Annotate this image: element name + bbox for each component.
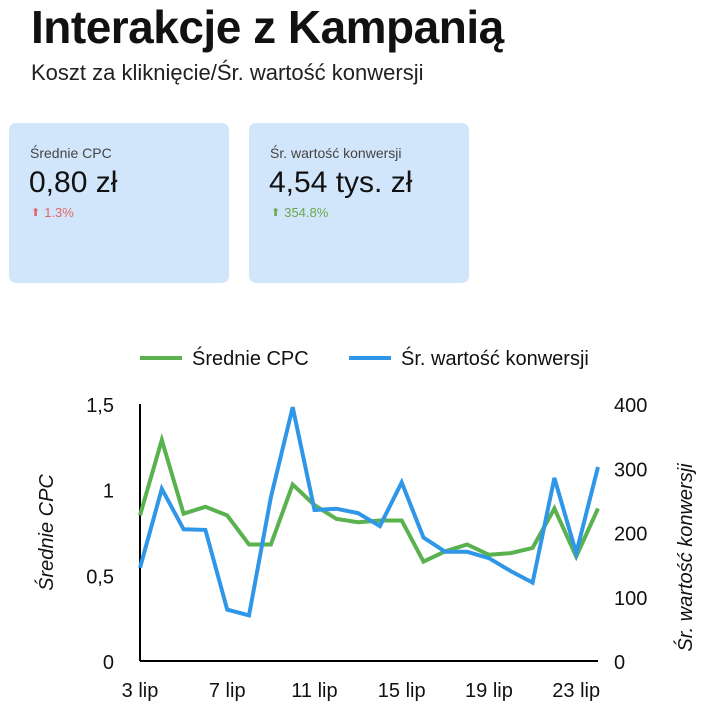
delta-value: 1.3% (44, 205, 74, 220)
delta-value: 354.8% (284, 205, 329, 220)
left-tick-label: 1,5 (86, 395, 114, 417)
series-line-conversion (138, 406, 600, 618)
legend-label-conversion: Śr. wartość konwersji (401, 346, 589, 370)
scorecard-delta: ⬆ 354.8% (271, 205, 328, 220)
page-title: Interakcje z Kampanią (31, 1, 504, 53)
x-tick-label: 3 lip (122, 680, 159, 702)
page-subtitle: Koszt za kliknięcie/Śr. wartość konwersj… (31, 60, 424, 85)
scorecard-cpc[interactable]: Średnie CPC 0,80 zł ⬆ 1.3% (9, 123, 229, 283)
right-tick-label: 200 (614, 524, 647, 546)
x-tick-label: 15 lip (378, 680, 426, 702)
x-tick-label: 11 lip (291, 680, 337, 702)
scorecard-conversion-value[interactable]: Śr. wartość konwersji 4,54 tys. zł ⬆ 354… (249, 123, 469, 283)
scorecard-value: 0,80 zł (29, 166, 118, 199)
right-tick-label: 0 (614, 652, 625, 674)
scorecard-value: 4,54 tys. zł (269, 166, 413, 199)
right-tick-label: 400 (614, 395, 647, 417)
line-chart[interactable]: 0 0,5 1 1,5 0 100 200 300 400 3 lip 7 lip 11 lip 15 … (0, 330, 704, 706)
x-tick-label: 19 lip (465, 680, 513, 702)
scorecard-label: Średnie CPC (30, 145, 112, 161)
left-tick-label: 0,5 (86, 566, 114, 588)
left-tick-label: 0 (103, 652, 114, 674)
x-tick-label: 7 lip (209, 680, 246, 702)
x-tick-label: 23 lip (552, 680, 600, 702)
scorecard-delta: ⬆ 1.3% (31, 205, 74, 220)
right-tick-label: 300 (614, 459, 647, 481)
scorecard-label: Śr. wartość konwersji (270, 145, 402, 161)
arrow-up-icon: ⬆ (271, 207, 281, 219)
right-tick-label: 100 (614, 588, 647, 610)
legend-label-cpc: Średnie CPC (192, 346, 309, 370)
left-axis-title: Średnie CPC (34, 474, 58, 591)
left-tick-label: 1 (103, 481, 114, 503)
arrow-up-icon: ⬆ (31, 207, 41, 219)
right-axis-title: Śr. wartość konwersji (673, 463, 697, 652)
